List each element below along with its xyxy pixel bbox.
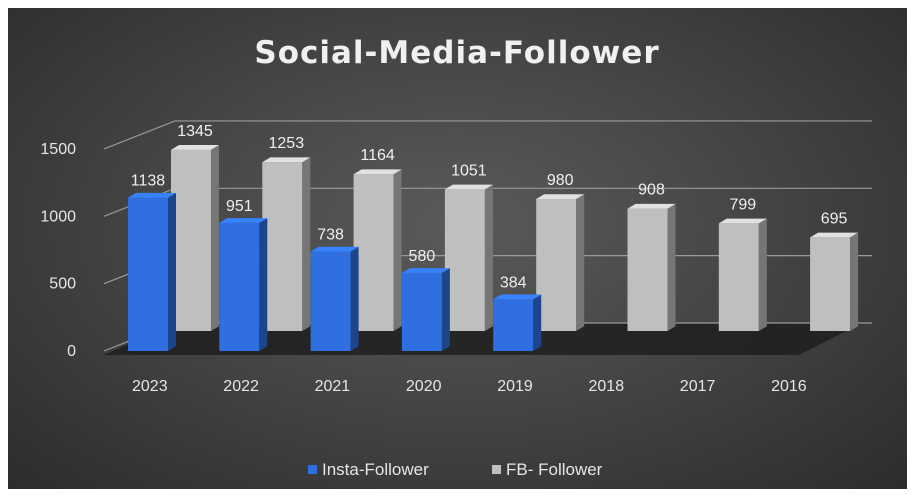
bars <box>128 145 859 351</box>
bar-fb-2021-top <box>353 169 402 175</box>
data-label-insta: 738 <box>317 227 344 244</box>
bar-fb-2020-side <box>484 184 493 331</box>
legend-swatch-fb <box>492 465 501 474</box>
bar-insta-2019-top <box>493 294 542 300</box>
legend-label-fb: FB- Follower <box>506 460 603 479</box>
bar-insta-2023 <box>128 192 176 351</box>
bar-insta-2019 <box>493 294 542 351</box>
bar-insta-2021 <box>310 246 359 351</box>
x-tick-label: 2017 <box>680 378 716 395</box>
y-tick-label: 1000 <box>40 208 76 225</box>
bar-fb-2021-front <box>353 174 394 331</box>
x-tick-label: 2021 <box>315 378 351 395</box>
data-label-insta: 1138 <box>131 173 166 190</box>
legend: Insta-Follower FB- Follower <box>308 460 603 479</box>
bar-fb-2023-front <box>171 149 211 331</box>
bar-fb-2022-front <box>262 162 303 331</box>
x-tick-label: 2020 <box>406 378 442 395</box>
bar-fb-2022-top <box>262 157 311 163</box>
x-tick-label: 2016 <box>771 378 807 395</box>
bar-fb-2018-front <box>627 208 668 331</box>
bar-fb-2017-top <box>718 218 767 224</box>
bar-fb-2022-side <box>302 157 311 331</box>
bar-fb-2020-front <box>444 189 485 331</box>
data-label-fb: 1345 <box>177 123 213 140</box>
bar-insta-2020 <box>401 268 450 351</box>
data-label-fb: 1164 <box>360 147 395 164</box>
bar-insta-2022-top <box>219 218 268 223</box>
y-tick-label: 0 <box>67 343 76 360</box>
y-axis-ticks: 0 500 1000 1500 <box>40 141 76 360</box>
bar-insta-2023-side <box>168 192 176 351</box>
bar-fb-2017-side <box>758 218 767 331</box>
bar-fb-2017-front <box>718 223 759 331</box>
bar-insta-2020-top <box>401 268 450 273</box>
bar-fb-2018 <box>627 203 676 331</box>
bar-insta-2020-side <box>441 268 450 351</box>
bar-insta-2019-side <box>533 294 542 351</box>
chart-title: Social-Media-Follower <box>254 35 659 71</box>
bar-fb-2023 <box>171 145 219 331</box>
bar-fb-2019-side <box>576 194 585 331</box>
bar-fb-2016-top <box>810 232 859 238</box>
bar-insta-2021-top <box>310 246 359 252</box>
bar-insta-2022-front <box>219 222 260 351</box>
bar-insta-2021-side <box>350 246 359 351</box>
data-label-fb: 908 <box>638 182 665 199</box>
data-label-insta: 384 <box>500 274 527 291</box>
bar-insta-2019-front <box>493 299 534 351</box>
y-tick-label: 1500 <box>40 141 76 158</box>
x-axis-ticks: 2023 2022 2021 2020 2019 2018 2017 2016 <box>132 378 807 395</box>
data-labels: 1345 1253 1164 1051 980 908 799 695 1138 951 738 58… <box>131 123 848 291</box>
x-tick-label: 2022 <box>223 378 259 395</box>
gridline <box>103 120 873 150</box>
bar-insta-2022 <box>219 218 268 351</box>
bar-fb-2019-front <box>536 198 577 331</box>
data-label-fb: 980 <box>547 172 574 189</box>
x-tick-label: 2023 <box>132 378 168 395</box>
bar-fb-2020 <box>444 184 493 331</box>
bar-fb-2016 <box>810 232 859 331</box>
bar-fb-2017 <box>718 218 767 331</box>
data-label-fb: 695 <box>821 210 848 227</box>
chart-area: Social-Media-Follower 0 500 1000 1500 2023 2… <box>8 8 907 489</box>
bar-insta-2021-front <box>310 251 351 351</box>
bar-fb-2018-side <box>667 203 676 331</box>
bar-fb-2019 <box>536 194 585 331</box>
x-tick-label: 2018 <box>589 378 625 395</box>
bar-fb-2016-side <box>850 232 859 331</box>
bar-fb-2023-side <box>211 145 219 331</box>
legend-swatch-insta <box>308 465 317 474</box>
bar-insta-2023-front <box>128 197 168 351</box>
bar-fb-2023-top <box>171 145 219 150</box>
data-label-insta: 951 <box>226 198 253 215</box>
legend-label-insta: Insta-Follower <box>322 460 429 479</box>
bar-insta-2020-front <box>401 272 442 351</box>
data-label-fb: 799 <box>729 196 756 213</box>
data-label-fb: 1051 <box>451 162 487 179</box>
bar-insta-2022-side <box>259 218 268 351</box>
bar-insta-2023-top <box>128 192 176 198</box>
bar-fb-2020-top <box>444 184 493 190</box>
y-tick-label: 500 <box>49 276 76 293</box>
x-tick-label: 2019 <box>497 378 533 395</box>
data-label-fb: 1253 <box>269 135 305 152</box>
bar-fb-2018-top <box>627 203 676 209</box>
bar-fb-2019-top <box>536 194 585 199</box>
bar-fb-2016-front <box>810 237 851 331</box>
data-label-insta: 580 <box>409 248 436 265</box>
bar-fb-2021-side <box>393 169 402 331</box>
bar-fb-2022 <box>262 157 311 331</box>
bar-fb-2021 <box>353 169 402 331</box>
